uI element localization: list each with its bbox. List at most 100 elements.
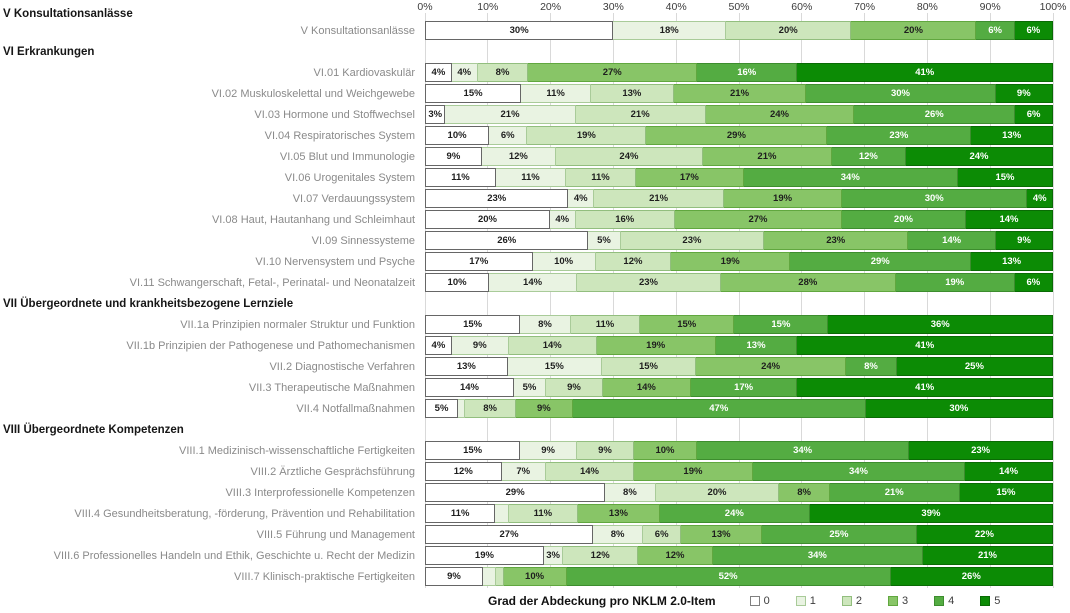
- plot-cell: 20% 4% 16% 27% 20% 14%: [425, 209, 1053, 230]
- bar-segment-level-2: 12%: [595, 252, 672, 271]
- bar-segment-level-1: 14%: [489, 273, 578, 292]
- category-label: VI.04 Respiratorisches System: [264, 129, 415, 142]
- category-label: VI.08 Haut, Hautanhang und Schleimhaut: [211, 213, 415, 226]
- table-row: VI.03 Hormone und Stoffwechsel 3% 21% 21% 24…: [0, 104, 1070, 125]
- bar-segment-level-2: 11%: [570, 315, 641, 334]
- plot-cell: 30% 18% 20% 20% 6% 6%: [425, 20, 1054, 41]
- bar-segment-level-3: 9%: [515, 399, 573, 418]
- bar-segment-level-1: 6%: [489, 126, 528, 145]
- stacked-bar: 30% 18% 20% 20% 6% 6%: [425, 21, 1054, 40]
- bar-segment-level-5: 14%: [965, 210, 1053, 229]
- category-label: VI.10 Nervensystem und Psyche: [255, 255, 415, 268]
- bar-segment-level-1: 11%: [521, 84, 592, 103]
- bar-segment-level-4: 30%: [841, 189, 1028, 208]
- bar-segment-level-3: 27%: [528, 63, 698, 82]
- bar-segment-level-2: 9%: [545, 378, 603, 397]
- bar-segment-level-0: 3%: [425, 105, 446, 124]
- bar-segment-level-0: 17%: [425, 252, 533, 271]
- stacked-bar: 11% 11% 13% 24% 39%: [425, 504, 1054, 523]
- gridline: [738, 13, 740, 588]
- legend-swatch-2: [841, 595, 852, 606]
- stacked-bar: 26% 5% 23% 23% 14% 9%: [425, 231, 1053, 250]
- legend-item-5: 5: [980, 595, 1000, 607]
- bar-segment-level-0: 20%: [425, 210, 550, 229]
- stacked-bar: 15% 9% 9% 10% 34% 23%: [425, 441, 1053, 460]
- bar-segment-level-3: 29%: [646, 126, 828, 145]
- plot-cell: 15% 11% 13% 21% 30% 9%: [425, 83, 1054, 104]
- bar-segment-level-1: 18%: [613, 21, 727, 40]
- section-header: VIII Übergeordnete Kompetenzen: [3, 423, 184, 436]
- stacked-bar: 5% 8% 9% 47% 30%: [425, 399, 1053, 418]
- bar-segment-level-3: 19%: [671, 252, 791, 271]
- empty-plot-cell: [425, 419, 1053, 440]
- stacked-bar: 15% 11% 13% 21% 30% 9%: [425, 84, 1054, 103]
- bar-segment-level-5: 13%: [971, 252, 1053, 271]
- table-row: VII.3 Therapeutische Maßnahmen 14% 5% 9% 14%…: [0, 377, 1070, 398]
- bar-segment-level-2: 21%: [594, 189, 725, 208]
- table-row: VI.07 Verdauungssystem 23% 4% 21% 19% 30% 4%: [0, 188, 1070, 209]
- bar-segment-level-0: 9%: [425, 567, 483, 586]
- bar-segment-level-2: 6%: [643, 525, 682, 544]
- plot-cell: 26% 5% 23% 23% 14% 9%: [425, 230, 1053, 251]
- bar-segment-level-5: 9%: [996, 231, 1053, 250]
- bar-segment-level-5: 15%: [959, 483, 1054, 502]
- bar-segment-level-4: 34%: [697, 441, 910, 460]
- plot-cell: 4% 4% 8% 27% 16% 41%: [425, 62, 1054, 83]
- x-axis: V Konsultationsanlässe 0% 10% 20% 30% 40% 50%…: [0, 0, 1070, 20]
- bar-segment-level-0: 13%: [425, 357, 508, 376]
- legend-label: 0: [763, 594, 770, 607]
- empty-plot-cell: [425, 41, 1053, 62]
- bar-segment-level-1: 5%: [588, 231, 621, 250]
- legend-label: 2: [855, 594, 862, 607]
- bar-segment-level-3: 19%: [633, 462, 753, 481]
- bar-segment-level-2: 14%: [545, 462, 634, 481]
- legend-item-2: 2: [841, 594, 862, 607]
- plot-cell: 23% 4% 21% 19% 30% 4%: [425, 188, 1054, 209]
- rows: V Konsultationsanlässe 30% 18% 20% 20% 6% 6% VI…: [0, 20, 1070, 587]
- bar-segment-level-5: 6%: [1014, 273, 1053, 292]
- x-axis-tick: 50%: [728, 1, 750, 13]
- category-label: VI.07 Verdauungssystem: [292, 192, 415, 205]
- stacked-bar: 14% 5% 9% 14% 17% 41%: [425, 378, 1053, 397]
- bar-segment-level-4: 13%: [715, 336, 798, 355]
- legend-swatch-4: [934, 595, 945, 606]
- bar-segment-level-3: 10%: [503, 567, 567, 586]
- bar-segment-level-4: 17%: [690, 378, 798, 397]
- bar-segment-level-1: 8%: [605, 483, 656, 502]
- bar-segment-level-2: 23%: [620, 231, 765, 250]
- bar-segment-level-3: 13%: [681, 525, 763, 544]
- category-label: VII.4 Notfallmaßnahmen: [296, 402, 415, 415]
- gridline: [801, 13, 803, 588]
- bar-segment-level-4: 6%: [976, 21, 1015, 40]
- legend-item-4: 4: [934, 595, 954, 607]
- bar-segment-level-2: 24%: [555, 147, 703, 166]
- table-row: VIII.2 Ärztliche Gesprächsführung 12% 7% 14…: [0, 461, 1070, 482]
- bar-segment-level-1: 21%: [445, 105, 576, 124]
- stacked-bar: 4% 9% 14% 19% 13% 41%: [425, 336, 1053, 355]
- category-label: VIII.4 Gesundheitsberatung, -förderung, …: [74, 507, 415, 520]
- bar-segment-level-3: 14%: [602, 378, 691, 397]
- bar-segment-level-2: 20%: [655, 483, 780, 502]
- bar-segment-level-3: 8%: [779, 483, 830, 502]
- bar-segment-level-2: 20%: [726, 21, 852, 40]
- bar-segment-level-4: 20%: [841, 210, 966, 229]
- bar-segment-level-0: 27%: [425, 525, 594, 544]
- plot-cell: 10% 14% 23% 28% 19% 6%: [425, 272, 1053, 293]
- bar-segment-level-0: 11%: [425, 168, 496, 187]
- gridline: [424, 13, 426, 588]
- table-row: VIII.7 Klinisch-praktische Fertigkeiten 9…: [0, 566, 1070, 587]
- bar-segment-level-0: 10%: [425, 273, 490, 292]
- bar-segment-level-2: 21%: [575, 105, 706, 124]
- legend-item-1: 1: [795, 595, 816, 607]
- stacked-bar: 3% 21% 21% 24% 26% 6%: [425, 105, 1054, 124]
- bar-segment-level-5: 30%: [865, 399, 1053, 418]
- bar-segment-level-2: 13%: [591, 84, 674, 103]
- bar-segment-level-1: 12%: [481, 147, 556, 166]
- section-row: VIII Übergeordnete Kompetenzen: [0, 419, 1070, 440]
- bar-segment-level-5: 24%: [905, 147, 1054, 166]
- bar-segment-level-0: 15%: [425, 84, 522, 103]
- table-row: VI.05 Blut und Immunologie 9% 12% 24% 21% 12%…: [0, 146, 1070, 167]
- bar-segment-level-1: 5%: [513, 378, 546, 397]
- legend-title: Grad der Abdeckung pro NKLM 2.0-Item: [488, 593, 716, 608]
